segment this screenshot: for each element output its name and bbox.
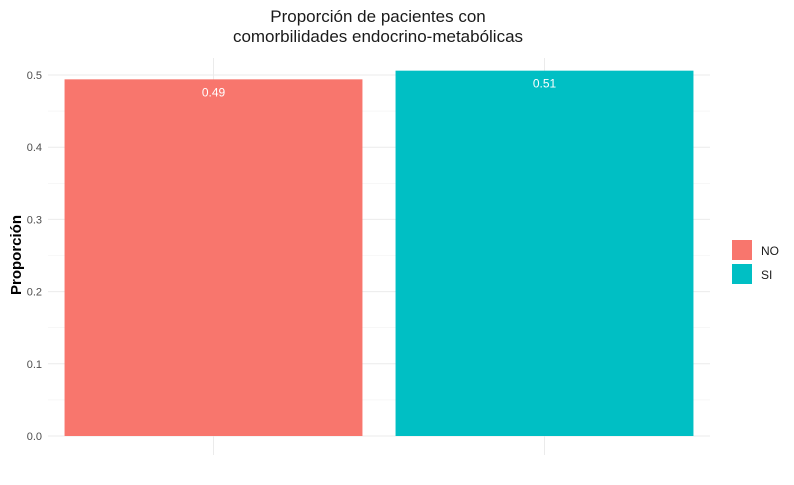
bar-si (395, 70, 694, 436)
y-tick-label: 0.0 (27, 431, 42, 443)
y-tick-label: 0.5 (27, 70, 42, 82)
bar-no (64, 79, 363, 436)
y-axis-label: Proporción (8, 215, 25, 295)
data-label-no: 0.49 (202, 85, 226, 99)
legend-key-no (732, 240, 752, 260)
legend-label-si: SI (761, 268, 772, 282)
y-tick-label: 0.1 (27, 359, 42, 371)
legend: NO SI (732, 240, 779, 284)
legend-key-si (732, 264, 752, 284)
legend-label-no: NO (761, 244, 779, 258)
bars: 0.49 0.51 (64, 70, 694, 436)
y-tick-label: 0.3 (27, 214, 42, 226)
y-tick-label: 0.4 (27, 142, 42, 154)
chart-title-line2: comorbilidades endocrino-metabólicas (233, 27, 523, 46)
chart-title-line1: Proporción de pacientes con (270, 7, 485, 26)
y-axis-ticks: 0.0 0.1 0.2 0.3 0.4 0.5 (27, 70, 42, 443)
data-label-si: 0.51 (533, 77, 557, 91)
y-tick-label: 0.2 (27, 287, 42, 299)
